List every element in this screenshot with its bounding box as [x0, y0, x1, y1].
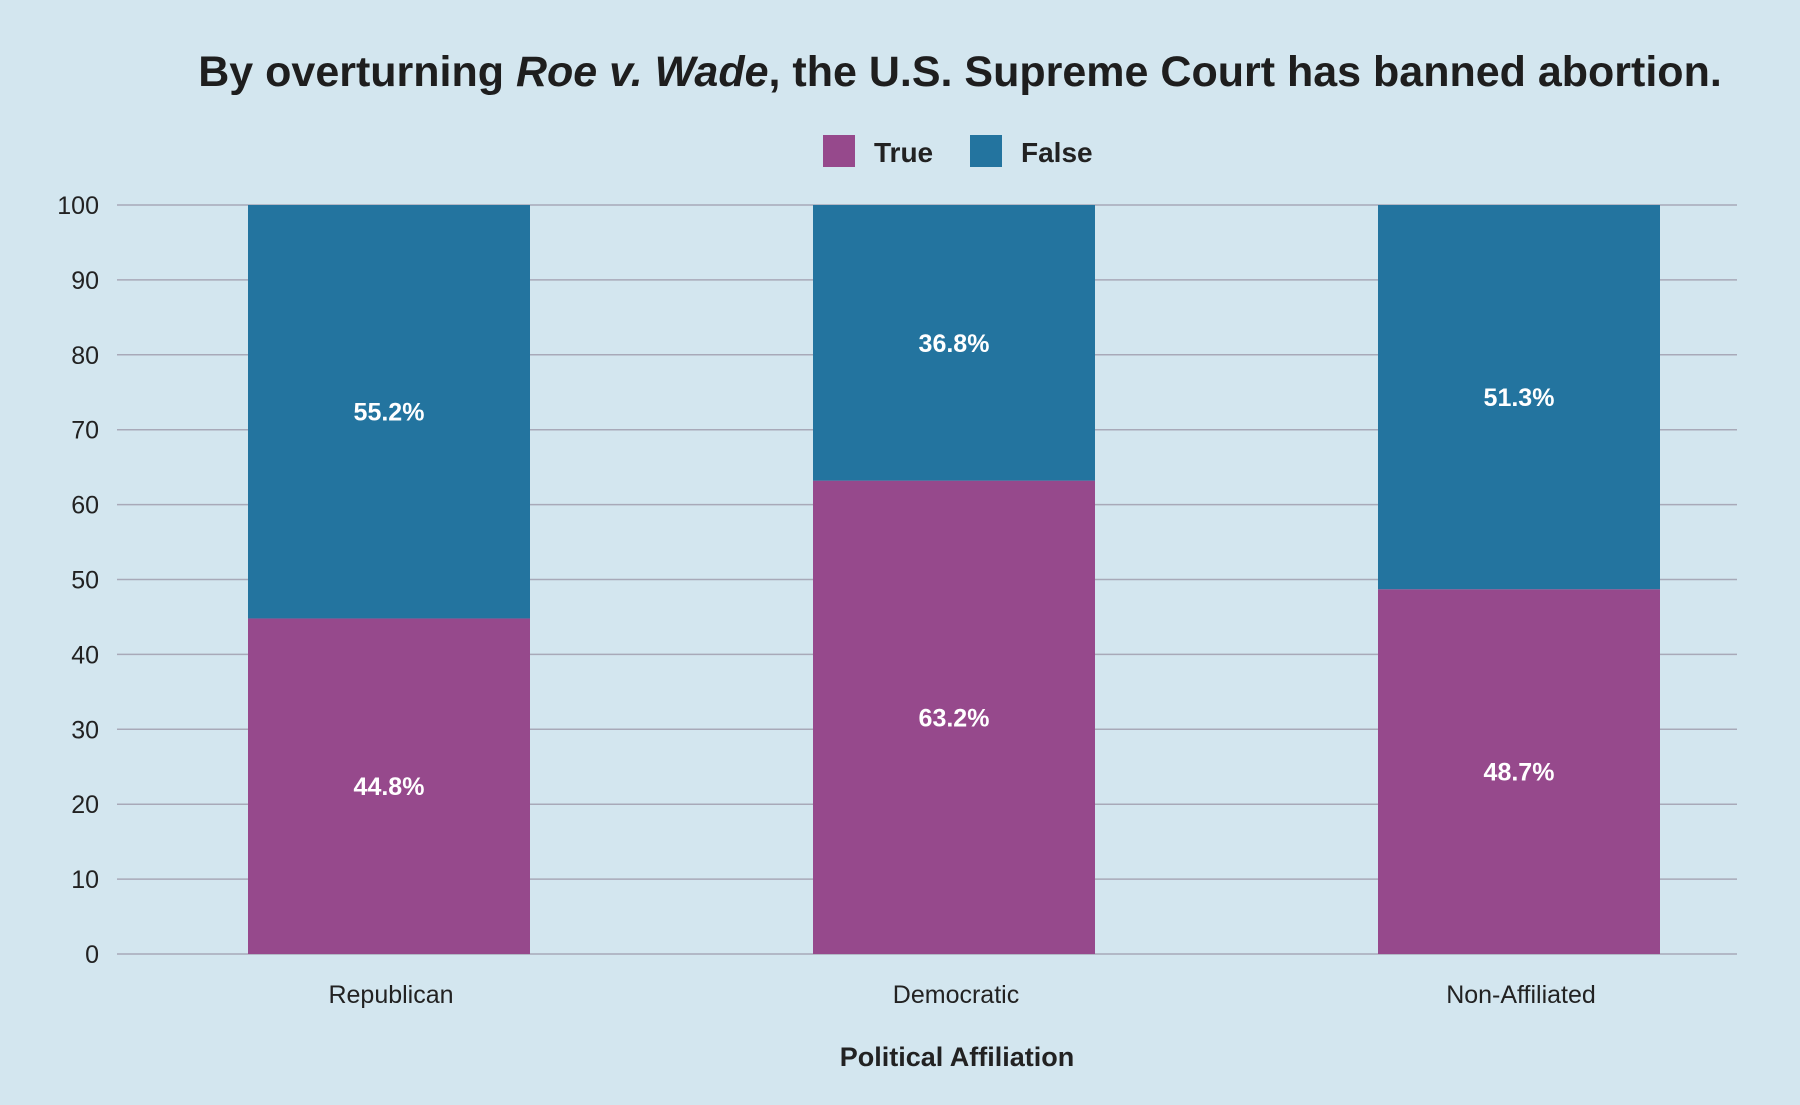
data-label: 44.8% [354, 773, 425, 801]
x-tick-label: Democratic [893, 981, 1019, 1009]
data-label: 36.8% [919, 330, 990, 358]
bar-false [248, 205, 530, 619]
data-label: 48.7% [1484, 759, 1555, 787]
legend-swatch-false [970, 135, 1002, 167]
data-label: 63.2% [919, 704, 990, 732]
chart-title: By overturning Roe v. Wade, the U.S. Sup… [198, 48, 1722, 96]
bars: 44.8% 55.2% Republican 63.2% 36.8% Democratic… [248, 205, 1660, 1009]
x-tick-label: Republican [328, 981, 453, 1009]
bar-true [813, 480, 1095, 954]
bar-true [1378, 589, 1660, 954]
data-label: 55.2% [354, 399, 425, 427]
bar-false [813, 205, 1095, 481]
y-tick-label: 60 [71, 492, 99, 520]
bar-true [248, 618, 530, 954]
y-tick-label: 20 [71, 791, 99, 819]
x-axis-label: Political Affiliation [840, 1042, 1075, 1072]
y-tick-label: 80 [71, 342, 99, 370]
y-tick-label: 50 [71, 567, 99, 595]
y-tick-label: 10 [71, 866, 99, 894]
legend: True False [823, 135, 1093, 168]
y-tick-label: 100 [57, 192, 99, 220]
x-tick-label: Non-Affiliated [1446, 981, 1596, 1009]
legend-label: False [1021, 137, 1093, 168]
y-tick-label: 70 [71, 417, 99, 445]
legend-label: True [874, 137, 933, 168]
y-tick-label: 30 [71, 716, 99, 744]
legend-swatch-true [823, 135, 855, 167]
bar-false [1378, 205, 1660, 590]
data-label: 51.3% [1484, 384, 1555, 412]
y-tick-label: 90 [71, 267, 99, 295]
y-tick-label: 0 [85, 941, 99, 969]
y-tick-label: 40 [71, 641, 99, 669]
